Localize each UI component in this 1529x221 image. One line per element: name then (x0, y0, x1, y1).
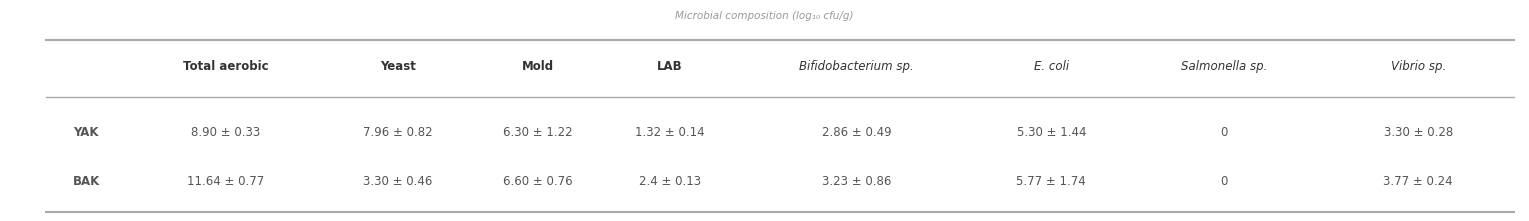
Text: Mold: Mold (521, 60, 553, 73)
Text: 8.90 ± 0.33: 8.90 ± 0.33 (191, 126, 260, 139)
Text: YAK: YAK (73, 126, 99, 139)
Text: 2.4 ± 0.13: 2.4 ± 0.13 (639, 175, 700, 188)
Text: 5.30 ± 1.44: 5.30 ± 1.44 (1017, 126, 1086, 139)
Text: 3.23 ± 0.86: 3.23 ± 0.86 (823, 175, 891, 188)
Text: Yeast: Yeast (381, 60, 416, 73)
Text: 1.32 ± 0.14: 1.32 ± 0.14 (635, 126, 705, 139)
Text: 2.86 ± 0.49: 2.86 ± 0.49 (823, 126, 891, 139)
Text: 0: 0 (1220, 126, 1228, 139)
Text: Bifidobacterium sp.: Bifidobacterium sp. (800, 60, 914, 73)
Text: Salmonella sp.: Salmonella sp. (1180, 60, 1268, 73)
Text: BAK: BAK (72, 175, 99, 188)
Text: 3.77 ± 0.24: 3.77 ± 0.24 (1384, 175, 1453, 188)
Text: Vibrio sp.: Vibrio sp. (1391, 60, 1446, 73)
Text: 7.96 ± 0.82: 7.96 ± 0.82 (364, 126, 433, 139)
Text: 5.77 ± 1.74: 5.77 ± 1.74 (1017, 175, 1086, 188)
Text: E. coli: E. coli (1034, 60, 1069, 73)
Text: Microbial composition (log₁₀ cfu/g): Microbial composition (log₁₀ cfu/g) (676, 11, 853, 21)
Text: 6.60 ± 0.76: 6.60 ± 0.76 (503, 175, 572, 188)
Text: 11.64 ± 0.77: 11.64 ± 0.77 (187, 175, 265, 188)
Text: Total aerobic: Total aerobic (183, 60, 269, 73)
Text: 6.30 ± 1.22: 6.30 ± 1.22 (503, 126, 572, 139)
Text: 3.30 ± 0.46: 3.30 ± 0.46 (364, 175, 433, 188)
Text: 3.30 ± 0.28: 3.30 ± 0.28 (1384, 126, 1453, 139)
Text: 0: 0 (1220, 175, 1228, 188)
Text: LAB: LAB (657, 60, 682, 73)
